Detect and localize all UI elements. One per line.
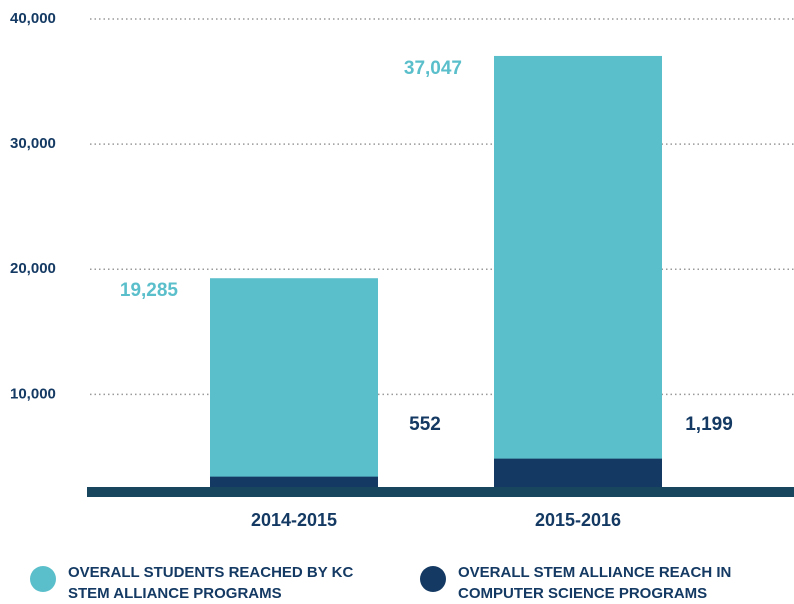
x-tick-label: 2014-2015 xyxy=(251,510,337,530)
x-tick-label: 2015-2016 xyxy=(535,510,621,530)
value-label: 19,285 xyxy=(120,280,179,301)
legend-label: OVERALL STEM ALLIANCE REACH IN COMPUTER … xyxy=(458,564,732,602)
legend-swatch xyxy=(30,566,56,592)
legend-swatch xyxy=(420,566,446,592)
legend-item: OVERALL STEM ALLIANCE REACH IN COMPUTER … xyxy=(420,562,794,604)
y-tick-label: 40,000 xyxy=(10,10,56,27)
bar xyxy=(494,55,662,492)
y-tick-label: 10,000 xyxy=(10,385,56,402)
y-tick-label: 30,000 xyxy=(10,135,56,152)
value-label: 552 xyxy=(409,414,441,435)
chart: 10,000 20,000 30,000 40,000 19,285 37,047 552 1… xyxy=(10,10,794,530)
bar xyxy=(210,278,378,492)
value-label: 1,199 xyxy=(685,414,733,435)
bar xyxy=(494,458,662,492)
y-tick-label: 20,000 xyxy=(10,260,56,277)
baseline xyxy=(87,487,794,497)
legend-label: OVERALL STUDENTS REACHED BY KC STEM ALLI… xyxy=(68,564,354,602)
legend-item: OVERALL STUDENTS REACHED BY KC STEM ALLI… xyxy=(30,562,388,604)
value-label: 37,047 xyxy=(404,58,462,79)
